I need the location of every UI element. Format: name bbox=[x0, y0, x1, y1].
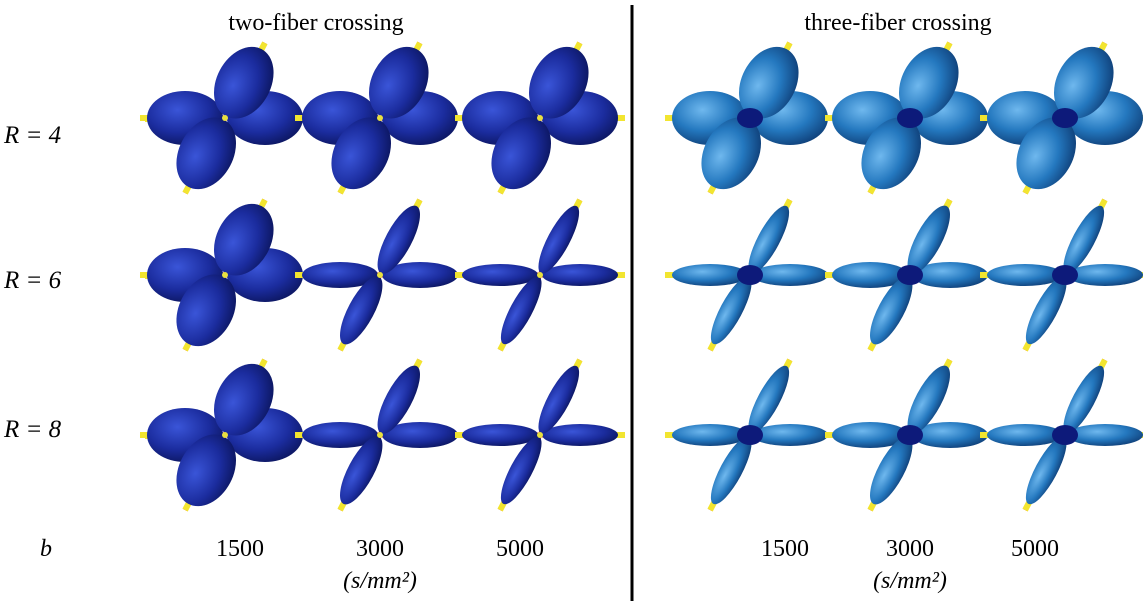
odf-lobe bbox=[1067, 264, 1143, 286]
panel-title: two-fiber crossing bbox=[228, 10, 403, 36]
odf-center bbox=[222, 432, 228, 438]
odf-center bbox=[377, 272, 383, 278]
glyph-layer bbox=[140, 36, 1143, 516]
odf-center bbox=[222, 115, 228, 121]
odf-lobe bbox=[542, 264, 618, 286]
panel-title: three-fiber crossing bbox=[804, 10, 991, 36]
odf-center bbox=[897, 108, 923, 128]
b-value: 3000 bbox=[886, 536, 934, 562]
b-label: b bbox=[40, 536, 52, 562]
unit-label: (s/mm²) bbox=[343, 568, 417, 594]
odf-lobe bbox=[987, 264, 1063, 286]
b-value: 3000 bbox=[356, 536, 404, 562]
b-value: 1500 bbox=[216, 536, 264, 562]
b-value: 1500 bbox=[761, 536, 809, 562]
odf-center bbox=[897, 265, 923, 285]
odf-center bbox=[1052, 108, 1078, 128]
odf-lobe bbox=[672, 264, 748, 286]
odf-center bbox=[1052, 425, 1078, 445]
unit-label: (s/mm²) bbox=[873, 568, 947, 594]
odf-center bbox=[897, 425, 923, 445]
b-value: 5000 bbox=[1011, 536, 1059, 562]
row-label: R = 4 bbox=[3, 122, 61, 149]
odf-lobe bbox=[672, 424, 748, 446]
odf-lobe bbox=[752, 424, 828, 446]
odf-center bbox=[537, 115, 543, 121]
odf-lobe bbox=[462, 424, 538, 446]
odf-lobe bbox=[1067, 424, 1143, 446]
odf-lobe bbox=[987, 424, 1063, 446]
row-label: R = 6 bbox=[3, 267, 62, 294]
odf-lobe bbox=[542, 424, 618, 446]
odf-center bbox=[1052, 265, 1078, 285]
odf-center bbox=[537, 432, 543, 438]
odf-center bbox=[377, 432, 383, 438]
odf-lobe bbox=[752, 264, 828, 286]
odf-center bbox=[737, 108, 763, 128]
figure: two-fiber crossing three-fiber crossing … bbox=[0, 0, 1143, 601]
odf-center bbox=[377, 115, 383, 121]
odf-center bbox=[737, 425, 763, 445]
b-value: 5000 bbox=[496, 536, 544, 562]
odf-center bbox=[537, 272, 543, 278]
odf-lobe bbox=[462, 264, 538, 286]
odf-center bbox=[737, 265, 763, 285]
odf-center bbox=[222, 272, 228, 278]
row-label: R = 8 bbox=[3, 416, 62, 443]
